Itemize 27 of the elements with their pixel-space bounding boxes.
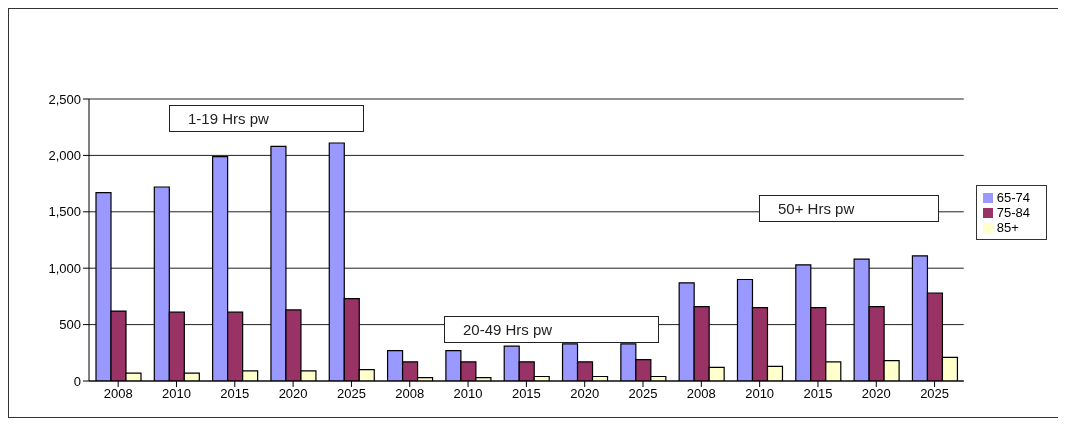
y-tick-label: 2,500 [48, 91, 81, 107]
x-tick-label: 2008 [686, 386, 716, 402]
legend-label: 85+ [996, 219, 1019, 235]
legend-label: 65-74 [996, 189, 1030, 205]
x-tick-label: 2025 [628, 386, 658, 402]
label-box: 1-19 Hrs pw [169, 105, 364, 132]
x-tick-label: 2020 [861, 386, 891, 402]
label-box: 50+ Hrs pw [759, 195, 939, 222]
y-tick-label: 500 [59, 317, 81, 333]
y-tick-label: 1,000 [48, 260, 81, 276]
x-tick-label: 2015 [220, 386, 250, 402]
x-tick-label: 2010 [162, 386, 191, 402]
x-tick-label: 2020 [570, 386, 600, 402]
x-tick-label: 2025 [336, 386, 366, 402]
x-tick-label: 2008 [395, 386, 425, 402]
x-tick-label: 2015 [511, 386, 541, 402]
label-box: 20-49 Hrs pw [444, 316, 659, 343]
x-tick-label: 2015 [803, 386, 833, 402]
y-tick-label: 2,000 [48, 148, 81, 164]
x-tick-label: 2010 [745, 386, 775, 402]
x-tick-label: 2020 [278, 386, 308, 402]
y-tick-label: 0 [73, 373, 81, 389]
y-tick-label: 1,500 [48, 204, 81, 220]
legend-label: 75-84 [996, 204, 1030, 220]
x-tick-label: 2010 [453, 386, 483, 402]
x-tick-label: 2008 [103, 386, 133, 402]
x-tick-label: 2025 [920, 386, 950, 402]
